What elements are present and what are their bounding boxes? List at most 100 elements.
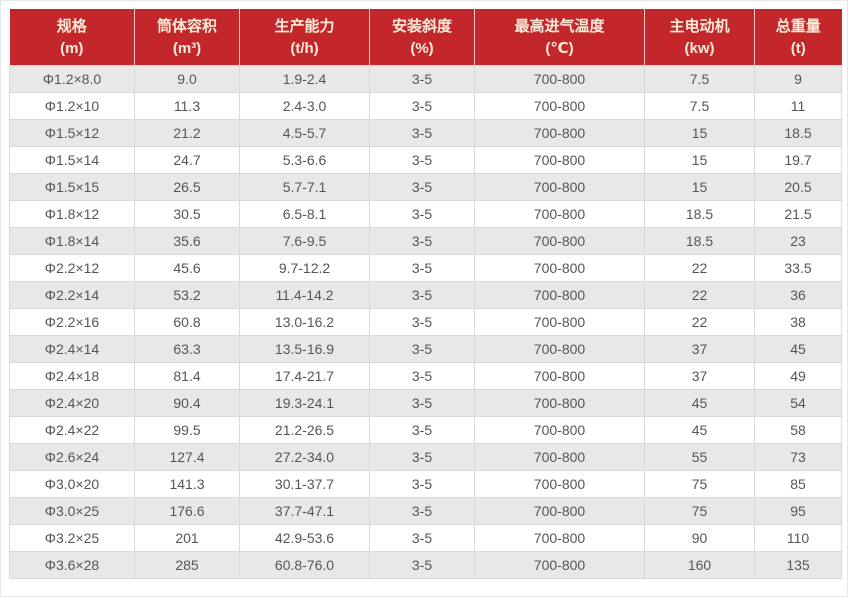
column-header-2: 生产能力 (t/h) <box>239 9 370 66</box>
table-row: Φ1.5×12 21.2 4.5-5.7 3-5 700-800 15 18.5 <box>9 119 842 147</box>
table-cell: 700-800 <box>474 92 645 120</box>
table-row: Φ2.2×12 45.6 9.7-12.2 3-5 700-800 22 33.5 <box>9 254 842 282</box>
table-cell: 4.5-5.7 <box>239 119 370 147</box>
table-row: Φ1.2×8.0 9.0 1.9-2.4 3-5 700-800 7.5 9 <box>9 65 842 93</box>
table-cell: 21.5 <box>754 200 842 228</box>
table-cell: 11 <box>754 92 842 120</box>
table-cell: 9.0 <box>134 65 240 93</box>
table-cell: 19.7 <box>754 146 842 174</box>
table-row: Φ2.4×18 81.4 17.4-21.7 3-5 700-800 37 49 <box>9 362 842 390</box>
table-cell: 7.6-9.5 <box>239 227 370 255</box>
table-cell: Φ1.5×15 <box>9 173 135 201</box>
table-cell: 30.5 <box>134 200 240 228</box>
table-cell: 3-5 <box>369 281 475 309</box>
table-cell: 3-5 <box>369 497 475 525</box>
table-cell: 1.9-2.4 <box>239 65 370 93</box>
table-row: Φ3.2×25 201 42.9-53.6 3-5 700-800 90 110 <box>9 524 842 552</box>
table-cell: 75 <box>644 470 755 498</box>
table-cell: 30.1-37.7 <box>239 470 370 498</box>
table-cell: 3-5 <box>369 551 475 579</box>
table-cell: 3-5 <box>369 173 475 201</box>
column-unit: (m) <box>60 40 84 57</box>
table-cell: 700-800 <box>474 335 645 363</box>
table-row: Φ2.4×22 99.5 21.2-26.5 3-5 700-800 45 58 <box>9 416 842 444</box>
table-cell: 60.8-76.0 <box>239 551 370 579</box>
table-cell: 24.7 <box>134 146 240 174</box>
table-row: Φ3.6×28 285 60.8-76.0 3-5 700-800 160 135 <box>9 551 842 579</box>
table-cell: 95 <box>754 497 842 525</box>
table-cell: Φ2.6×24 <box>9 443 135 471</box>
column-unit: (%) <box>410 40 434 57</box>
table-cell: 700-800 <box>474 551 645 579</box>
table-cell: Φ1.8×14 <box>9 227 135 255</box>
table-cell: 99.5 <box>134 416 240 444</box>
column-header-5: 主电动机 (kw) <box>644 9 755 66</box>
table-cell: 73 <box>754 443 842 471</box>
table-cell: 700-800 <box>474 119 645 147</box>
table-cell: 45 <box>754 335 842 363</box>
table-cell: Φ3.0×25 <box>9 497 135 525</box>
table-cell: 700-800 <box>474 362 645 390</box>
table-row: Φ1.5×14 24.7 5.3-6.6 3-5 700-800 15 19.7 <box>9 146 842 174</box>
table-cell: 81.4 <box>134 362 240 390</box>
table-cell: 21.2 <box>134 119 240 147</box>
table-row: Φ2.4×20 90.4 19.3-24.1 3-5 700-800 45 54 <box>9 389 842 417</box>
table-cell: 75 <box>644 497 755 525</box>
table-row: Φ2.6×24 127.4 27.2-34.0 3-5 700-800 55 73 <box>9 443 842 471</box>
table-cell: 33.5 <box>754 254 842 282</box>
column-header-1: 筒体容积 (m³) <box>134 9 240 66</box>
table-cell: 18.5 <box>644 200 755 228</box>
table-cell: 85 <box>754 470 842 498</box>
table-cell: 3-5 <box>369 362 475 390</box>
table-cell: 3-5 <box>369 389 475 417</box>
table-cell: 6.5-8.1 <box>239 200 370 228</box>
column-unit: (t/h) <box>290 40 319 57</box>
table-cell: 110 <box>754 524 842 552</box>
table-cell: 7.5 <box>644 65 755 93</box>
column-title: 安装斜度 <box>391 18 452 35</box>
table-cell: 21.2-26.5 <box>239 416 370 444</box>
column-title: 总重量 <box>775 18 821 35</box>
table-cell: 37 <box>644 335 755 363</box>
column-header-0: 规格 (m) <box>9 9 135 66</box>
column-unit: (m³) <box>172 40 202 57</box>
table-cell: 700-800 <box>474 389 645 417</box>
table-cell: 27.2-34.0 <box>239 443 370 471</box>
column-title: 生产能力 <box>274 18 335 35</box>
table-cell: 11.3 <box>134 92 240 120</box>
table-cell: 7.5 <box>644 92 755 120</box>
table-cell: 700-800 <box>474 281 645 309</box>
table-row: Φ3.0×20 141.3 30.1-37.7 3-5 700-800 75 85 <box>9 470 842 498</box>
table-cell: 35.6 <box>134 227 240 255</box>
column-title: 主电动机 <box>669 18 730 35</box>
table-cell: 700-800 <box>474 524 645 552</box>
table-row: Φ3.0×25 176.6 37.7-47.1 3-5 700-800 75 95 <box>9 497 842 525</box>
table-cell: Φ2.4×22 <box>9 416 135 444</box>
table-cell: Φ2.4×18 <box>9 362 135 390</box>
table-cell: 3-5 <box>369 524 475 552</box>
table-header: 规格 (m) 筒体容积 (m³) 生产能力 (t/h) 安装斜度 (%) 最高进气温度 (℃) 主电… <box>9 9 842 66</box>
table-cell: 127.4 <box>134 443 240 471</box>
table-cell: 45 <box>644 389 755 417</box>
table-cell: 3-5 <box>369 146 475 174</box>
table-cell: 3-5 <box>369 92 475 120</box>
column-header-4: 最高进气温度 (℃) <box>474 9 645 66</box>
table-cell: Φ2.4×14 <box>9 335 135 363</box>
table-cell: 700-800 <box>474 146 645 174</box>
table-row: Φ2.2×16 60.8 13.0-16.2 3-5 700-800 22 38 <box>9 308 842 336</box>
table-cell: 135 <box>754 551 842 579</box>
table-cell: 700-800 <box>474 416 645 444</box>
table-cell: 700-800 <box>474 200 645 228</box>
table-cell: 3-5 <box>369 200 475 228</box>
table-cell: 22 <box>644 308 755 336</box>
table-cell: 23 <box>754 227 842 255</box>
table-cell: 19.3-24.1 <box>239 389 370 417</box>
table-cell: 36 <box>754 281 842 309</box>
table-cell: 3-5 <box>369 254 475 282</box>
table-cell: 42.9-53.6 <box>239 524 370 552</box>
table-cell: Φ2.2×12 <box>9 254 135 282</box>
table-cell: 53.2 <box>134 281 240 309</box>
table-row: Φ1.5×15 26.5 5.7-7.1 3-5 700-800 15 20.5 <box>9 173 842 201</box>
table-cell: 700-800 <box>474 227 645 255</box>
table-cell: 45.6 <box>134 254 240 282</box>
